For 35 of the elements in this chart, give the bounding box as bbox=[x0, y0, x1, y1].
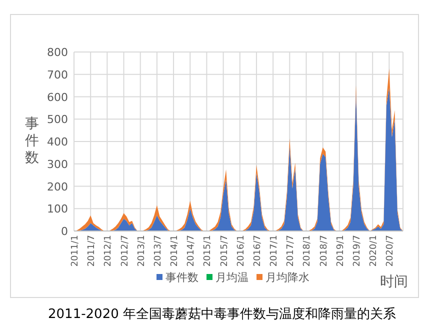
y-tick-label: 0 bbox=[61, 225, 68, 238]
y-tick-label: 100 bbox=[47, 202, 68, 216]
x-tick-label: 2015/1 bbox=[203, 235, 214, 267]
x-tick-label: 2018/1 bbox=[302, 235, 313, 267]
x-tick-label: 2016/1 bbox=[236, 235, 246, 267]
x-tick-label: 2012/7 bbox=[120, 235, 130, 267]
y-axis-title: 事件数 bbox=[25, 116, 39, 166]
x-tick-label: 2018/7 bbox=[319, 235, 330, 267]
x-tick-label: 2013/1 bbox=[136, 235, 147, 267]
y-tick-label: 300 bbox=[47, 158, 68, 171]
x-tick-label: 2015/7 bbox=[220, 235, 230, 267]
x-tick-label: 2011/7 bbox=[87, 235, 98, 267]
x-tick-label: 2017/1 bbox=[270, 235, 280, 267]
x-tick-label: 2013/7 bbox=[153, 235, 164, 267]
x-tick-label: 2017/7 bbox=[286, 235, 296, 267]
x-tick-label: 2019/7 bbox=[352, 235, 362, 267]
x-tick-label: 2012/1 bbox=[104, 235, 114, 267]
x-tick-label: 2014/1 bbox=[170, 235, 180, 267]
x-tick-label: 2014/7 bbox=[186, 235, 197, 267]
x-tick-label: 2011/1 bbox=[70, 235, 80, 267]
x-tick-label: 2020/1 bbox=[369, 235, 380, 267]
y-tick-label: 500 bbox=[47, 113, 68, 126]
x-tick-label: 2020/7 bbox=[386, 235, 396, 267]
x-axis-title: 时间 bbox=[380, 274, 408, 290]
y-tick-label: 600 bbox=[47, 90, 68, 104]
x-tick-label: 2016/7 bbox=[252, 235, 263, 267]
y-tick-label: 700 bbox=[47, 68, 68, 82]
y-tick-label: 200 bbox=[47, 180, 68, 194]
y-tick-label: 800 bbox=[47, 46, 68, 59]
legend-label: 月均温 bbox=[216, 271, 248, 284]
y-tick-label: 400 bbox=[47, 136, 68, 148]
x-tick-label: 2019/1 bbox=[336, 235, 346, 267]
text: 2011-2020 年全国毒蘑菇中毒事件数与温度和降雨量的关系 bbox=[48, 306, 396, 322]
legend-label: 月均降水 bbox=[266, 271, 310, 284]
legend-label: 事件数 bbox=[166, 271, 198, 284]
